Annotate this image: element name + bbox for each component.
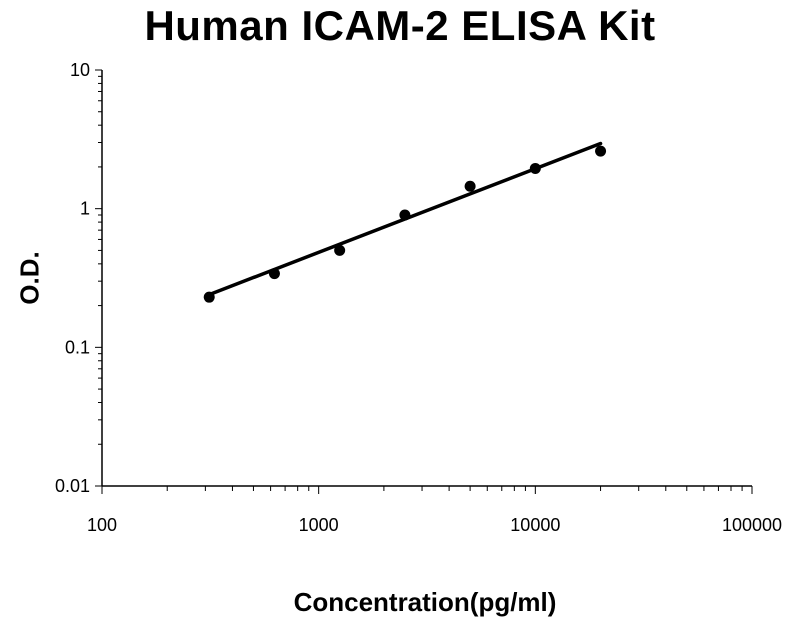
plot-area: 0.01 0.1 1 10 100 1000 10000 100000 xyxy=(55,60,782,535)
x-tick-label: 100 xyxy=(87,515,117,535)
data-point xyxy=(203,291,215,303)
data-point xyxy=(268,268,280,280)
tick-labels: 0.01 0.1 1 10 100 1000 10000 100000 xyxy=(55,60,782,535)
axes xyxy=(95,69,753,494)
y-tick-label: 10 xyxy=(70,60,90,80)
y-tick-label: 1 xyxy=(80,199,90,219)
data-point xyxy=(529,162,541,174)
data-point xyxy=(464,180,476,192)
y-tick-label: 0.1 xyxy=(65,337,90,357)
data-points xyxy=(203,145,607,303)
data-point xyxy=(399,209,411,221)
y-tick-label: 0.01 xyxy=(55,476,90,496)
x-tick-label: 1000 xyxy=(299,515,339,535)
x-tick-label: 100000 xyxy=(722,515,782,535)
data-point xyxy=(334,244,346,256)
x-tick-label: 10000 xyxy=(510,515,560,535)
data-point xyxy=(595,145,607,157)
chart-title: Human ICAM-2 ELISA Kit xyxy=(144,2,656,49)
y-axis-label: O.D. xyxy=(14,251,45,305)
x-axis-label: Concentration(pg/ml) xyxy=(293,587,557,617)
